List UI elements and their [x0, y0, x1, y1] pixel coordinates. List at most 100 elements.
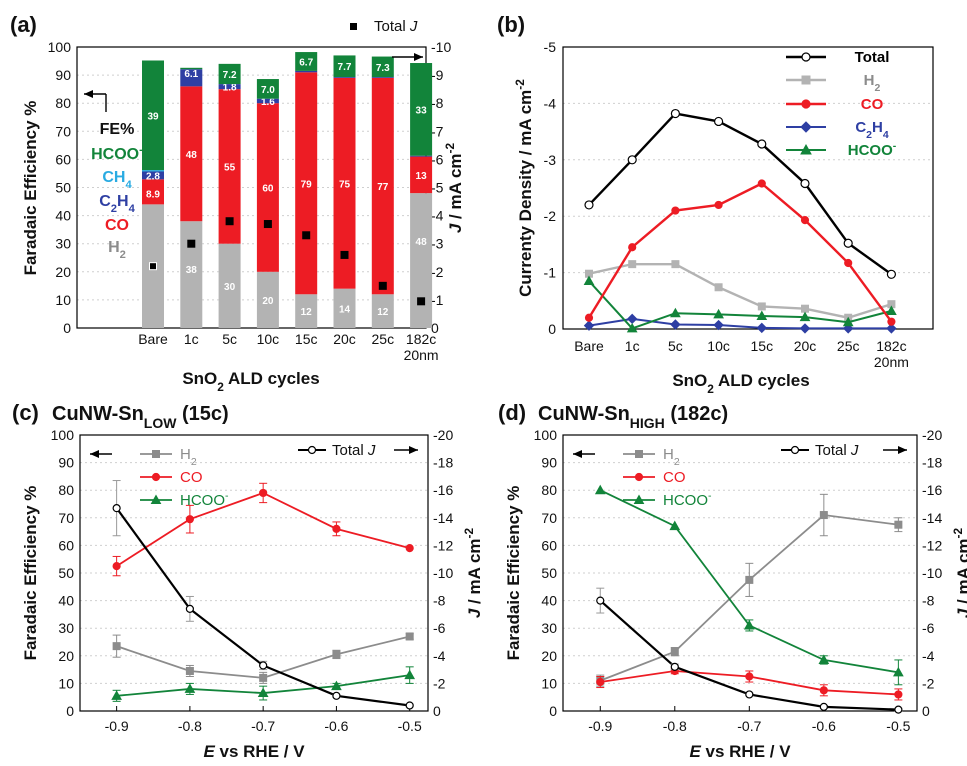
- a-bar-data-label: 7.3: [376, 63, 390, 74]
- a-x-tick-label: 1c: [184, 331, 199, 347]
- a-bar-segment-C2H4: [333, 77, 356, 78]
- b-point-C2H4: [799, 323, 811, 334]
- d-left-tick-label: 90: [541, 455, 557, 471]
- c-right-tick-label: -20: [433, 427, 453, 443]
- c-point-CO: [185, 515, 194, 524]
- b-point-Total: [584, 200, 594, 210]
- d-y2-axis-title: J / mA cm-2: [951, 527, 967, 618]
- d-x-tick-label: -0.8: [663, 718, 687, 734]
- b-point-H2: [628, 260, 637, 269]
- a-bar-data-label: 7.7: [338, 62, 352, 73]
- c-point-TotalJ: [112, 504, 121, 513]
- d-left-tick-label: 50: [541, 565, 557, 581]
- c-x-tick-label: -0.6: [324, 718, 348, 734]
- b-plot-frame: [562, 46, 934, 330]
- a-x-tick-label: 15c: [295, 331, 318, 347]
- d-legend-marker: [633, 494, 645, 504]
- c-point-HCOO: [184, 683, 196, 693]
- c-y-axis-title: Faradaic Efficiency %: [21, 486, 40, 661]
- a-bar-segment-H2: [256, 271, 279, 328]
- d-y-axis-title: Faradaic Efficiency %: [504, 486, 523, 661]
- a-bar-data-label: 55: [224, 162, 236, 173]
- c-left-tick-label: 0: [66, 703, 74, 719]
- a-bar-data-label: 14: [339, 304, 351, 315]
- c-left-axis-arrow-head: [90, 450, 99, 458]
- b-point-Total: [627, 155, 637, 165]
- d-point-TotalJ: [745, 690, 754, 699]
- b-left-tick-label: -1: [544, 265, 557, 281]
- d-left-tick-label: 30: [541, 620, 557, 636]
- b-left-tick-label: -5: [544, 39, 557, 55]
- d-point-CO: [819, 686, 828, 695]
- c-right-tick-label: -4: [433, 648, 446, 664]
- a-total-j-point: [263, 220, 272, 229]
- a-left-legend-item: CH4: [102, 169, 132, 191]
- c-point-TotalJ: [185, 604, 194, 613]
- c-left-tick-label: 80: [58, 482, 74, 498]
- d-legend-marker: [634, 472, 644, 482]
- a-bar-data-label: 48: [416, 237, 428, 248]
- c-left-tick-label: 60: [58, 537, 74, 553]
- b-legend-marker: [801, 52, 811, 62]
- d-legend-label: H2: [663, 446, 680, 468]
- d-right-tick-label: -16: [922, 482, 942, 498]
- a-bar-segment-H2: [180, 221, 203, 328]
- b-point-H2: [801, 304, 809, 313]
- b-series-line-H2: [588, 262, 892, 319]
- c-x-tick-label: -0.5: [398, 718, 422, 734]
- b-point-CO: [887, 317, 896, 326]
- a-bar-segment-CO: [333, 77, 356, 289]
- a-bar-segment-C2H4: [180, 69, 203, 87]
- a-left-tick-label: 20: [55, 264, 71, 280]
- a-x-tick-label: Bare: [138, 331, 168, 347]
- a-bar-segment-CO: [256, 103, 279, 272]
- a-bar-data-label: 1.6: [261, 97, 275, 108]
- a-bar-segment-H2: [295, 294, 318, 328]
- d-left-tick-label: 40: [541, 593, 557, 609]
- a-bar-data-label: 33: [416, 105, 428, 116]
- b-legend-marker: [801, 99, 811, 109]
- a-bar-data-label: 20: [262, 296, 274, 307]
- d-left-tick-label: 80: [541, 482, 557, 498]
- a-y-axis-title: Faradaic Efficiency %: [21, 101, 40, 276]
- c-point-CO: [332, 524, 341, 533]
- b-x-tick-label: 25c: [837, 338, 860, 354]
- d-right-tick-label: -6: [922, 620, 935, 636]
- a-bar-data-label: 79: [301, 179, 313, 190]
- d-right-tick-label: -14: [922, 510, 942, 526]
- d-point-H2: [819, 511, 828, 520]
- b-point-HCOO: [583, 275, 595, 286]
- c-left-tick-label: 70: [58, 510, 74, 526]
- b-point-CO: [714, 200, 723, 210]
- a-bar-segment-HCOO: [180, 67, 203, 70]
- a-bar-segment-HCOO: [218, 63, 241, 85]
- c-point-HCOO: [257, 687, 269, 698]
- b-point-HCOO: [886, 305, 897, 315]
- b-legend-label: C2H4: [855, 119, 889, 141]
- a-total-j-point: [340, 250, 349, 259]
- c-right-tick-label: -12: [433, 537, 453, 553]
- a-left-tick-label: 60: [55, 151, 71, 167]
- a-x-tick-label: 10c: [257, 331, 280, 347]
- c-left-tick-label: 50: [58, 565, 74, 581]
- b-legend-marker: [801, 75, 811, 85]
- a-right-tick-label: -8: [431, 95, 444, 111]
- a-left-legend-header: FE%: [100, 121, 135, 138]
- a-bar-data-label: 39: [147, 111, 159, 122]
- c-right-axis-arrow-head: [409, 446, 418, 454]
- c-right-tick-label: -14: [433, 510, 453, 526]
- b-x-tick-label: Bare: [574, 338, 604, 354]
- b-point-Total: [800, 178, 810, 189]
- a-bar-data-label: 48: [186, 150, 198, 161]
- a-bar-segment-HCOO: [142, 60, 164, 171]
- b-left-tick-label: -3: [544, 152, 557, 168]
- a-right-tick-label: -1: [431, 292, 444, 308]
- a-bar-segment-C2H4: [410, 155, 433, 157]
- b-point-H2: [671, 260, 680, 269]
- a-x-axis-title: SnO2 ALD cycles: [182, 369, 319, 394]
- c-point-H2: [112, 642, 121, 651]
- c-point-TotalJ: [405, 701, 414, 710]
- b-point-H2: [714, 283, 723, 292]
- d-legend-marker: [635, 450, 643, 458]
- b-legend-marker: [800, 121, 812, 133]
